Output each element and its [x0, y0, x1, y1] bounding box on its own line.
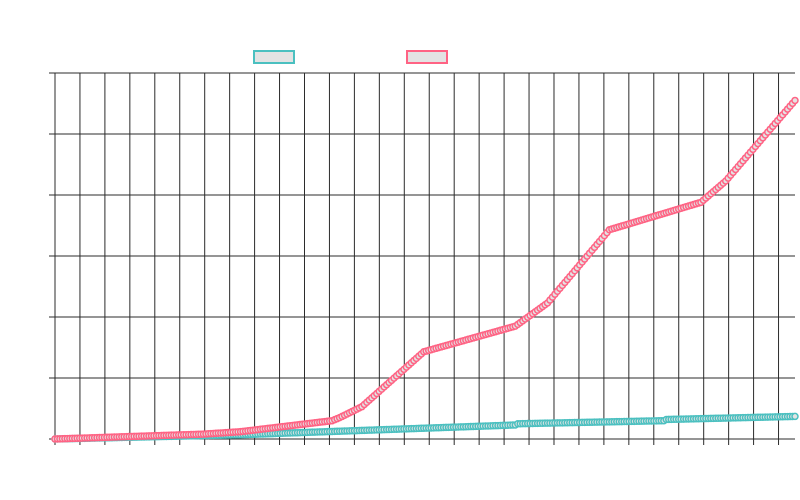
data-point — [791, 96, 799, 105]
legend-swatch[interactable] — [253, 50, 295, 64]
legend-item-1[interactable] — [406, 50, 448, 64]
grid — [49, 72, 795, 445]
legend-swatch[interactable] — [406, 50, 448, 64]
series-layer — [51, 96, 799, 443]
data-point — [791, 412, 799, 421]
series-line — [54, 99, 797, 441]
series-1 — [51, 96, 799, 443]
legend-item-0[interactable] — [253, 50, 295, 64]
legend[interactable] — [253, 50, 448, 64]
